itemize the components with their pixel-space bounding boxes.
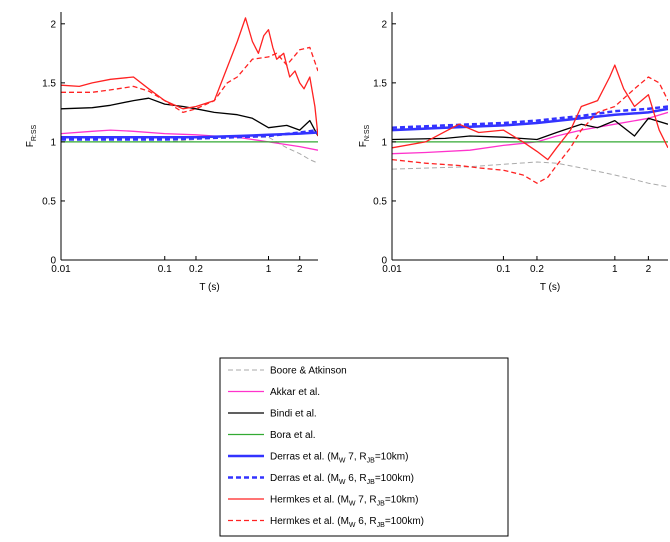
y-tick-label: 0.5 bbox=[373, 196, 387, 207]
legend-label: Bora et al. bbox=[270, 430, 316, 441]
series-line-boore bbox=[61, 136, 318, 164]
x-tick-label: 1 bbox=[612, 264, 618, 275]
legend-box bbox=[219, 357, 509, 537]
series-line-derras6 bbox=[392, 105, 668, 129]
legend-label: Derras et al. (MW 6, RJB=100km) bbox=[270, 473, 414, 486]
legend-label: Bindi et al. bbox=[270, 409, 317, 420]
legend: Boore & Atkinson Akkar et al. Bindi et al.… bbox=[219, 357, 509, 537]
legend-label: Derras et al. (MW 7, RJB=10km) bbox=[270, 452, 408, 465]
y-tick-label: 2 bbox=[381, 19, 387, 30]
legend-item-bora: Bora et al. bbox=[228, 430, 316, 441]
legend-item-derras6: Derras et al. (MW 6, RJB=100km) bbox=[228, 473, 414, 486]
x-tick-label: 0.2 bbox=[189, 264, 203, 275]
legend-item-akkar: Akkar et al. bbox=[228, 387, 320, 398]
x-tick-label: 1 bbox=[266, 264, 272, 275]
x-tick-label: 0.01 bbox=[51, 264, 71, 275]
series-line-derras7 bbox=[392, 107, 668, 132]
series-line-hermkes6 bbox=[61, 46, 318, 114]
y-tick-label: 0 bbox=[50, 256, 56, 267]
legend-item-hermkes7: Hermkes et al. (MW 7, RJB=10km) bbox=[228, 495, 418, 508]
y-axis-label: FR:SS bbox=[25, 124, 38, 147]
y-tick-label: 1.5 bbox=[373, 78, 387, 89]
chart-panel-1: 0 0.5 1 1.5 2 0.01 0.1 0.2 1 2 T (s) FR:SS bbox=[25, 12, 318, 293]
series-line-akkar bbox=[392, 111, 668, 155]
series-line-hermkes7 bbox=[61, 17, 318, 137]
series-line-akkar bbox=[61, 129, 318, 151]
y-axis-label: FN:SS bbox=[358, 124, 371, 147]
x-tick-label: 0.1 bbox=[496, 264, 510, 275]
legend-item-derras7: Derras et al. (MW 7, RJB=10km) bbox=[228, 452, 408, 465]
y-tick-label: 1 bbox=[50, 137, 56, 148]
x-tick-label: 2 bbox=[297, 264, 303, 275]
series-group bbox=[392, 64, 668, 188]
x-tick-label: 2 bbox=[646, 264, 652, 275]
legend-label: Boore & Atkinson bbox=[270, 366, 347, 377]
x-tick-label: 0.1 bbox=[158, 264, 172, 275]
legend-item-boore: Boore & Atkinson bbox=[228, 366, 347, 377]
legend-label: Akkar et al. bbox=[270, 387, 320, 398]
chart-panels: 0 0.5 1 1.5 2 0.01 0.1 0.2 1 2 T (s) FR:SS 0 0.5 1 1.5 2… bbox=[25, 12, 668, 293]
series-line-boore bbox=[392, 161, 668, 188]
x-axis-label: T (s) bbox=[540, 282, 560, 293]
y-tick-label: 1 bbox=[381, 137, 387, 148]
series-group bbox=[61, 17, 318, 164]
legend-item-hermkes6: Hermkes et al. (MW 6, RJB=100km) bbox=[228, 516, 424, 529]
x-tick-label: 0.2 bbox=[530, 264, 544, 275]
chart-panel-2: 0 0.5 1 1.5 2 0.01 0.1 0.2 1 2 T (s) FN:SS bbox=[358, 12, 668, 293]
series-line-derras6 bbox=[61, 128, 318, 141]
legend-label: Hermkes et al. (MW 6, RJB=100km) bbox=[270, 516, 424, 529]
series-line-bindi bbox=[61, 97, 318, 137]
legend-label: Hermkes et al. (MW 7, RJB=10km) bbox=[270, 495, 418, 508]
y-tick-label: 2 bbox=[50, 19, 56, 30]
series-line-hermkes7 bbox=[392, 64, 668, 161]
x-tick-label: 0.01 bbox=[382, 264, 402, 275]
legend-item-bindi: Bindi et al. bbox=[228, 409, 317, 420]
series-line-hermkes6 bbox=[392, 76, 668, 184]
y-tick-label: 1.5 bbox=[42, 78, 56, 89]
series-line-bindi bbox=[392, 117, 668, 141]
x-axis-label: T (s) bbox=[199, 282, 219, 293]
y-tick-label: 0.5 bbox=[42, 196, 56, 207]
y-tick-label: 0 bbox=[381, 256, 387, 267]
